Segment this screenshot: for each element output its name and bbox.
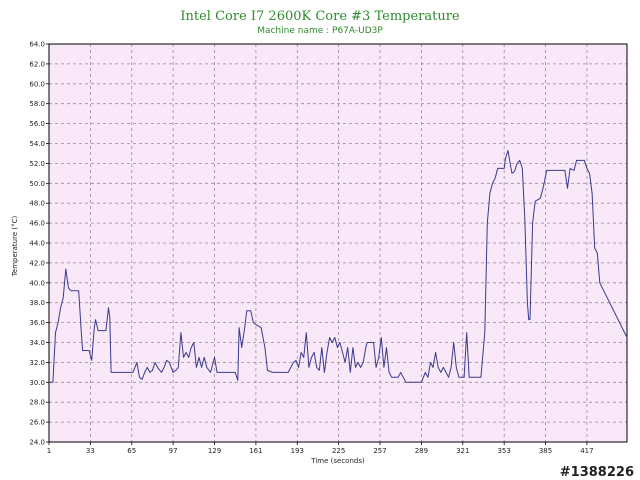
y-tick-label: 40.0 — [29, 279, 45, 287]
x-tick-label: 65 — [127, 447, 136, 455]
y-tick-label: 42.0 — [29, 259, 45, 267]
y-tick-label: 32.0 — [29, 359, 45, 367]
x-tick-label: 385 — [539, 447, 552, 455]
x-tick-label: 225 — [332, 447, 345, 455]
y-axis-ticks: 24.0 26.0 28.0 30.0 32.0 34.0 36.0 38.0 40.0 42.0… — [29, 41, 49, 447]
chart-title: Intel Core I7 2600K Core #3 Temperature — [180, 9, 460, 24]
y-tick-label: 34.0 — [29, 339, 45, 347]
x-tick-label: 33 — [86, 447, 95, 455]
watermark-label: #1388226 — [560, 465, 634, 480]
y-tick-label: 46.0 — [29, 220, 45, 228]
x-axis-label: Time (seconds) — [310, 457, 365, 465]
x-tick-label: 193 — [291, 447, 304, 455]
y-tick-label: 26.0 — [29, 419, 45, 427]
y-tick-label: 52.0 — [29, 160, 45, 168]
grid-lines — [49, 44, 627, 442]
x-axis-ticks: 1 33 65 97 129 161 193 225 257 289 321 353 385 417 — [47, 442, 594, 455]
x-tick-label: 1 — [47, 447, 51, 455]
y-tick-label: 64.0 — [29, 41, 45, 49]
y-tick-label: 50.0 — [29, 180, 45, 188]
temperature-series-line — [49, 150, 628, 383]
y-tick-label: 48.0 — [29, 200, 45, 208]
y-tick-label: 44.0 — [29, 240, 45, 248]
y-tick-label: 38.0 — [29, 299, 45, 307]
y-tick-label: 60.0 — [29, 80, 45, 88]
x-tick-label: 129 — [208, 447, 221, 455]
y-tick-label: 58.0 — [29, 100, 45, 108]
y-axis-label: Temperature (°C) — [11, 216, 19, 278]
x-tick-label: 353 — [497, 447, 510, 455]
x-tick-label: 97 — [169, 447, 178, 455]
x-tick-label: 417 — [580, 447, 593, 455]
chart-subtitle: Machine name : P67A-UD3P — [257, 26, 383, 36]
x-tick-label: 161 — [249, 447, 262, 455]
y-tick-label: 36.0 — [29, 319, 45, 327]
y-tick-label: 62.0 — [29, 60, 45, 68]
x-tick-label: 321 — [456, 447, 469, 455]
x-tick-label: 257 — [373, 447, 386, 455]
y-tick-label: 24.0 — [29, 439, 45, 447]
y-tick-label: 54.0 — [29, 140, 45, 148]
y-tick-label: 56.0 — [29, 120, 45, 128]
y-tick-label: 28.0 — [29, 399, 45, 407]
y-tick-label: 30.0 — [29, 379, 45, 387]
x-tick-label: 289 — [415, 447, 428, 455]
series-group — [49, 150, 628, 383]
